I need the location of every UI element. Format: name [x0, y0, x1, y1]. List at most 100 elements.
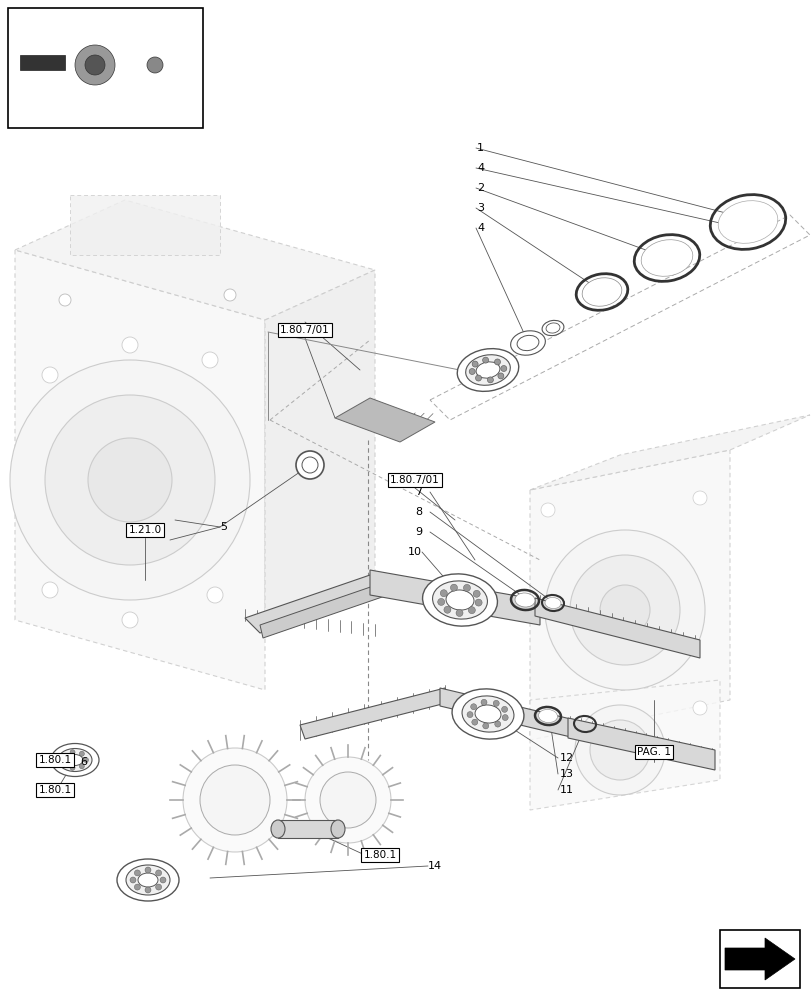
Circle shape [470, 704, 476, 710]
Polygon shape [15, 250, 264, 690]
Ellipse shape [457, 349, 518, 391]
Text: 5: 5 [220, 522, 227, 532]
Circle shape [468, 607, 474, 614]
Circle shape [494, 721, 500, 727]
Circle shape [156, 884, 161, 890]
Circle shape [122, 612, 138, 628]
Circle shape [456, 609, 462, 616]
Text: 1.80.1: 1.80.1 [38, 755, 71, 765]
Ellipse shape [517, 335, 539, 351]
Circle shape [200, 765, 270, 835]
Ellipse shape [452, 689, 523, 739]
Ellipse shape [544, 597, 560, 609]
Polygon shape [530, 415, 809, 490]
Polygon shape [15, 200, 375, 320]
Ellipse shape [432, 581, 487, 619]
Text: 10: 10 [407, 547, 422, 557]
Circle shape [444, 606, 450, 613]
Ellipse shape [538, 709, 557, 723]
Ellipse shape [138, 873, 158, 887]
Circle shape [501, 706, 507, 712]
Text: 4: 4 [476, 223, 483, 233]
Circle shape [500, 366, 506, 372]
Ellipse shape [117, 859, 178, 901]
Polygon shape [70, 20, 130, 45]
Circle shape [296, 451, 324, 479]
Polygon shape [530, 680, 719, 810]
Circle shape [440, 590, 447, 597]
Circle shape [599, 585, 649, 635]
Circle shape [156, 870, 161, 876]
Circle shape [320, 772, 375, 828]
Ellipse shape [461, 696, 513, 732]
Circle shape [482, 357, 488, 363]
Polygon shape [370, 570, 539, 625]
Text: 1.80.1: 1.80.1 [38, 785, 71, 795]
Polygon shape [245, 575, 384, 633]
Circle shape [224, 289, 236, 301]
Text: 1.80.7/01: 1.80.7/01 [280, 325, 329, 335]
Circle shape [466, 712, 473, 718]
Ellipse shape [581, 278, 621, 306]
Circle shape [62, 754, 67, 759]
Ellipse shape [58, 748, 92, 772]
Circle shape [590, 720, 649, 780]
Circle shape [85, 55, 105, 75]
Circle shape [305, 757, 391, 843]
Circle shape [540, 713, 554, 727]
Polygon shape [130, 50, 185, 90]
Circle shape [202, 352, 217, 368]
Circle shape [302, 457, 318, 473]
Circle shape [483, 723, 488, 729]
Ellipse shape [510, 331, 545, 355]
Ellipse shape [67, 754, 83, 766]
Circle shape [135, 884, 140, 890]
Circle shape [473, 590, 479, 597]
Bar [719, 930, 799, 988]
Text: 4: 4 [476, 163, 483, 173]
Circle shape [79, 764, 84, 769]
Circle shape [70, 750, 75, 755]
Ellipse shape [514, 593, 534, 607]
Text: 1.80.7/01: 1.80.7/01 [389, 475, 440, 485]
Polygon shape [568, 718, 714, 770]
Circle shape [501, 715, 508, 721]
Circle shape [463, 584, 470, 591]
Ellipse shape [271, 820, 285, 838]
Ellipse shape [126, 865, 169, 895]
Circle shape [147, 57, 163, 73]
Bar [8, 8, 203, 128]
Circle shape [42, 367, 58, 383]
Polygon shape [724, 938, 794, 980]
Circle shape [475, 375, 481, 381]
Text: 8: 8 [414, 507, 422, 517]
Text: 6: 6 [80, 757, 87, 767]
Polygon shape [335, 398, 435, 442]
Ellipse shape [422, 574, 497, 626]
Ellipse shape [545, 323, 560, 333]
Circle shape [480, 699, 487, 705]
Circle shape [59, 294, 71, 306]
Circle shape [574, 705, 664, 795]
Polygon shape [534, 598, 699, 658]
Polygon shape [264, 270, 375, 620]
Circle shape [544, 530, 704, 690]
Circle shape [494, 359, 500, 365]
Ellipse shape [445, 590, 474, 610]
Circle shape [692, 701, 706, 715]
Circle shape [130, 877, 135, 883]
Circle shape [207, 587, 223, 603]
Text: 1.21.0: 1.21.0 [128, 525, 161, 535]
Text: 3: 3 [476, 203, 483, 213]
Circle shape [540, 503, 554, 517]
Ellipse shape [474, 705, 500, 723]
Circle shape [160, 877, 165, 883]
Circle shape [88, 438, 172, 522]
Text: 11: 11 [560, 785, 573, 795]
Text: 9: 9 [414, 527, 422, 537]
Ellipse shape [718, 201, 777, 243]
Circle shape [487, 377, 493, 383]
Polygon shape [440, 688, 574, 738]
Text: 1.80.1: 1.80.1 [363, 850, 396, 860]
Text: 2: 2 [476, 183, 483, 193]
